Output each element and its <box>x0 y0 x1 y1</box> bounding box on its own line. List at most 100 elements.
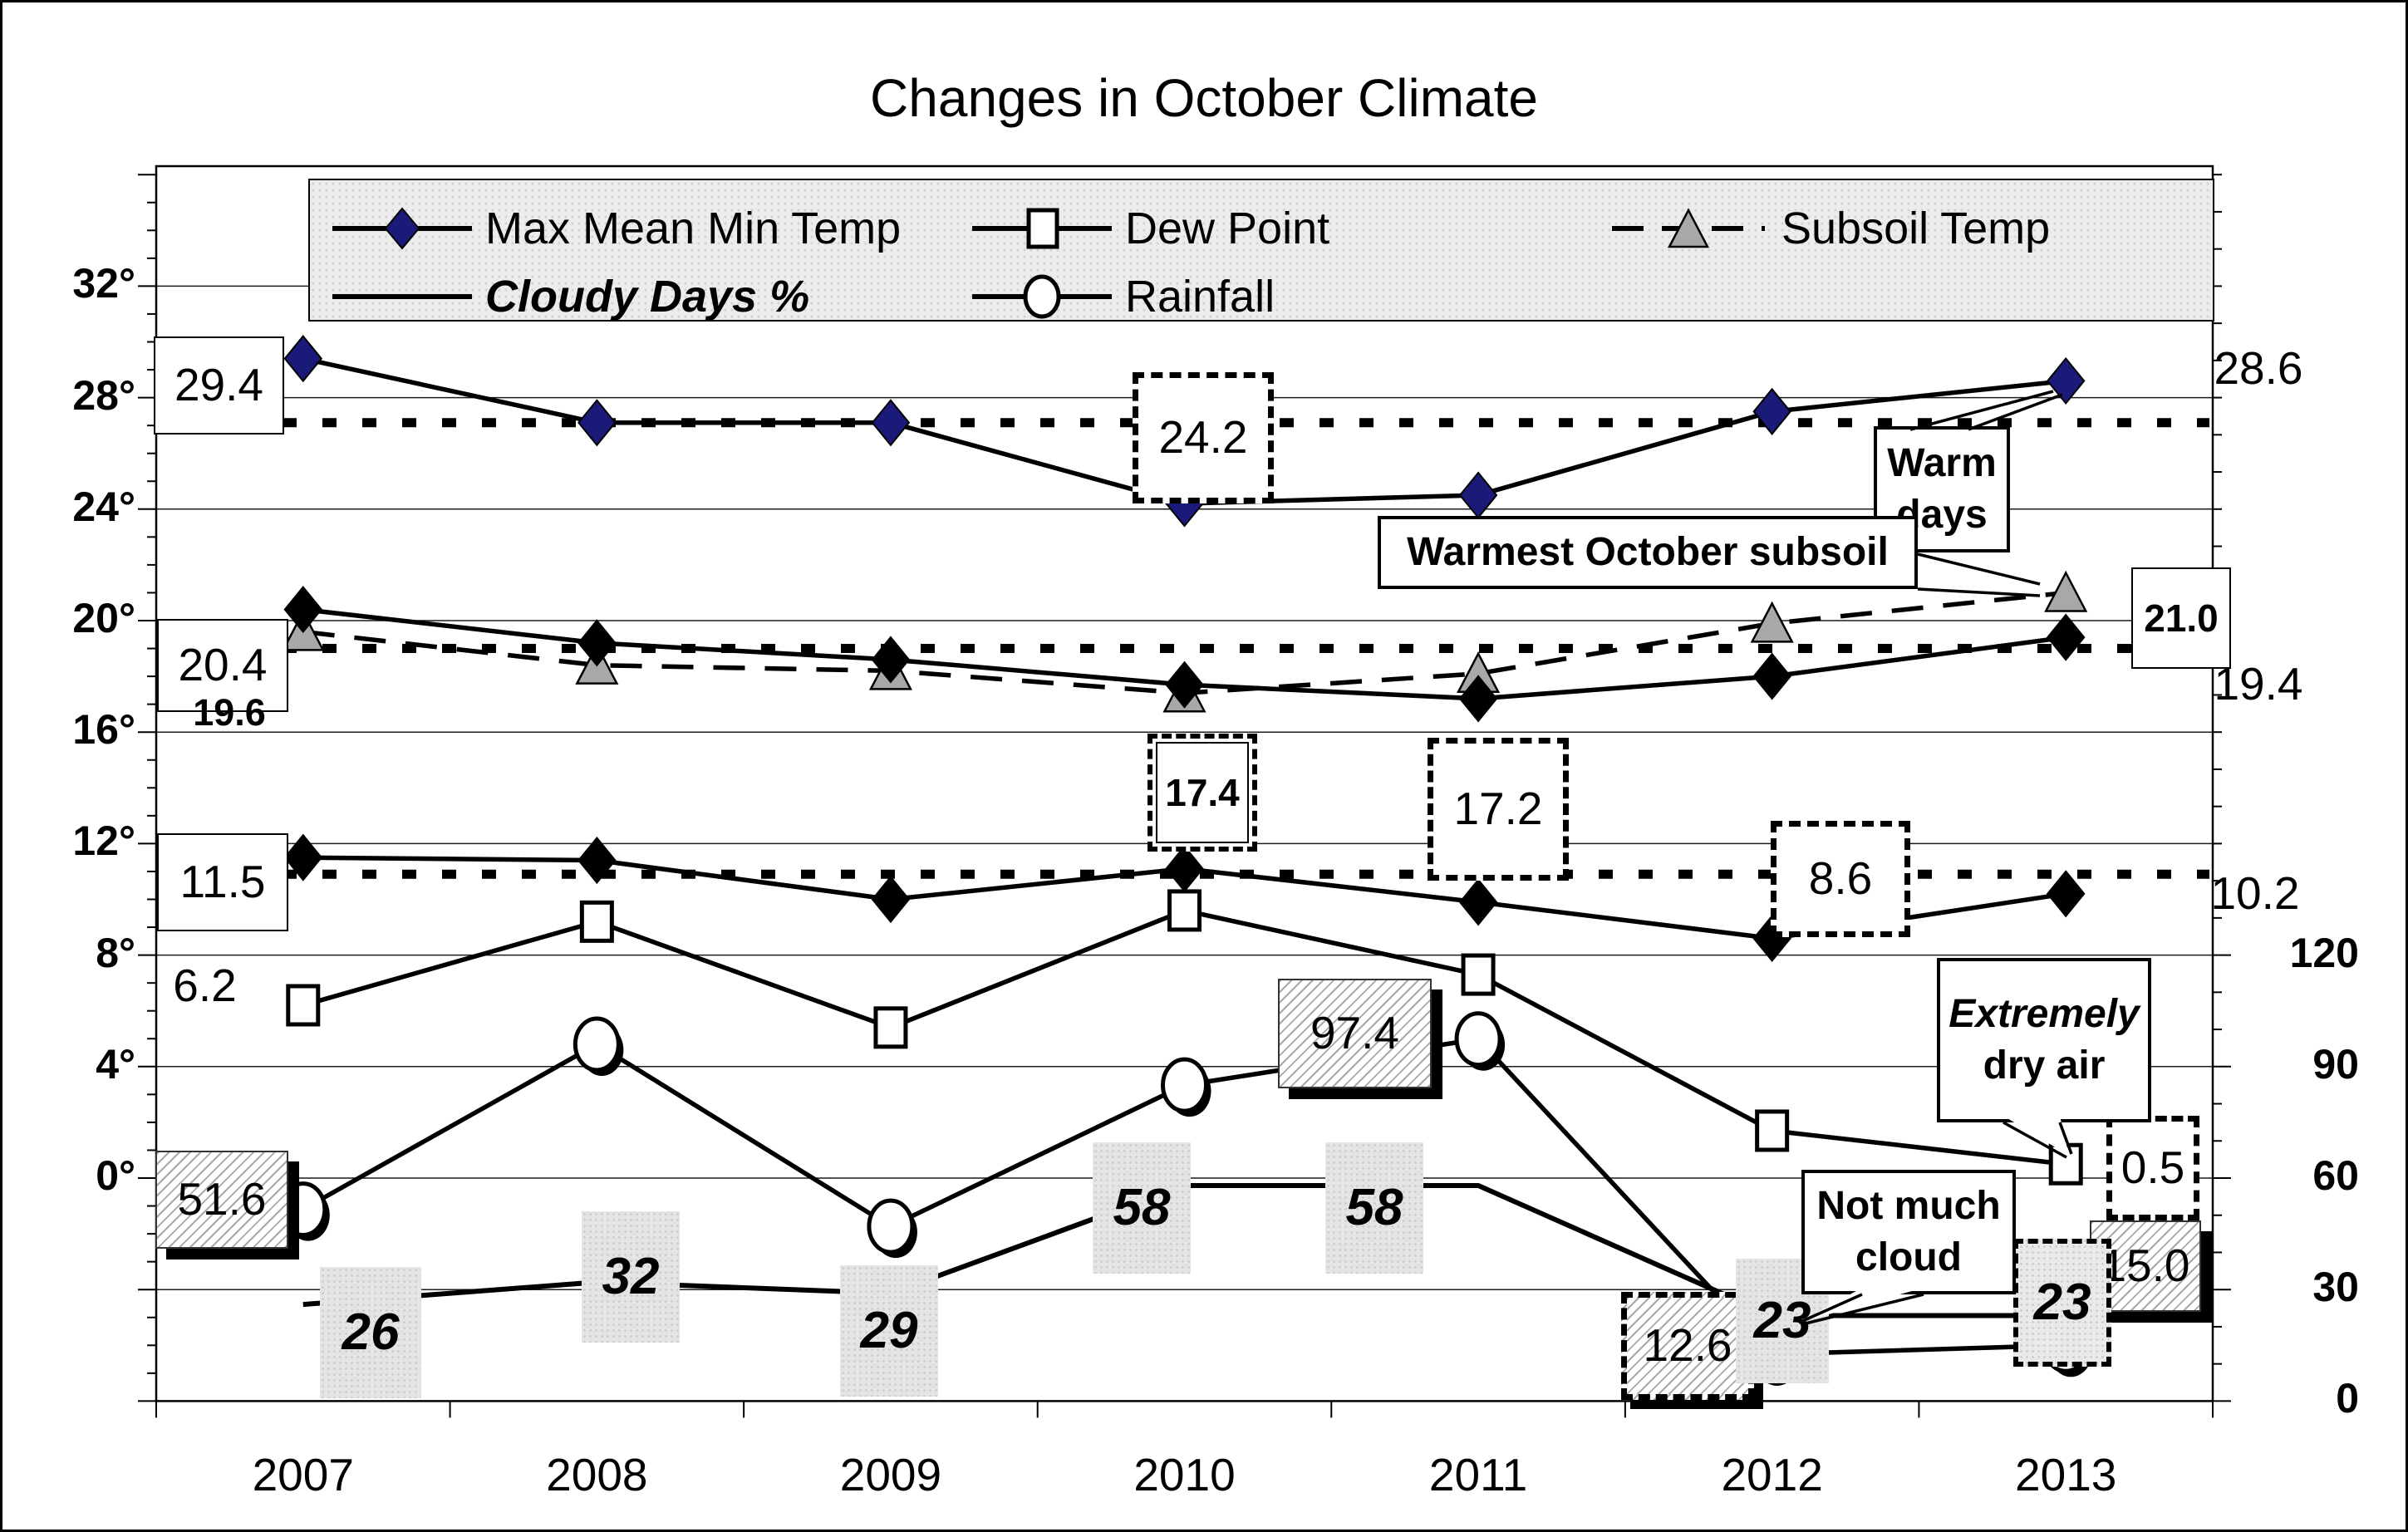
data-label-17.4: 17.4 <box>1147 734 1257 852</box>
y-axis-label: 28° <box>72 371 135 419</box>
y-axis-label: 32° <box>72 260 135 307</box>
callout-warm-days: Warm days <box>1874 426 2010 552</box>
callout-not-much-cloud: Not much cloud <box>1801 1170 2016 1294</box>
legend-label: Max Mean Min Temp <box>485 204 902 253</box>
data-label-97.4: 97.4 <box>1278 979 1432 1088</box>
dew-point-square-marker <box>286 984 321 1027</box>
x-axis-label: 2013 <box>2015 1449 2117 1500</box>
max-temp-diamond-marker <box>1752 387 1791 435</box>
min-temp-diamond-marker <box>1458 878 1498 926</box>
max-temp-diamond-marker <box>577 399 617 447</box>
y-axis-label: 20° <box>72 595 135 641</box>
diamond-marker-icon <box>332 207 472 250</box>
min-temp-diamond-marker <box>577 836 617 885</box>
x-axis-label: 2010 <box>1133 1449 1236 1500</box>
subsoil-triangle-marker <box>2044 570 2088 612</box>
mean-temp-diamond-marker <box>283 585 323 634</box>
dew-point-square-marker <box>1461 953 1496 996</box>
legend-item-dew-point: Dew Point <box>971 204 1329 253</box>
data-label-29.4: 29.4 <box>154 336 284 435</box>
max-temp-diamond-marker <box>871 399 911 447</box>
data-label-19.6: 19.6 <box>193 691 266 734</box>
callout-extremely-dry-air: Extremely dry air <box>1937 958 2151 1122</box>
secondary-y-axis-label: 120 <box>2289 929 2359 976</box>
legend-label: Subsoil Temp <box>1781 204 2051 253</box>
secondary-y-axis-label: 30 <box>2312 1264 2359 1311</box>
plot-border <box>155 164 2214 1402</box>
data-label-28.6: 28.6 <box>2214 341 2303 394</box>
secondary-y-axis-label: 90 <box>2312 1040 2359 1088</box>
dew-point-square-marker <box>1755 1109 1790 1152</box>
legend-label: Rainfall <box>1125 272 1275 322</box>
secondary-y-axis-label: 60 <box>2312 1152 2359 1199</box>
min-temp-diamond-marker <box>2046 870 2086 918</box>
data-label-58: 58 <box>1325 1142 1423 1274</box>
line-marker-icon <box>332 294 472 299</box>
secondary-y-axis-label: 0 <box>2336 1375 2359 1422</box>
subsoil-triangle-marker <box>1750 601 1794 643</box>
mean-temp-diamond-marker <box>871 636 911 684</box>
dew-point-square-marker <box>579 900 614 943</box>
data-label-23: 23 <box>2013 1239 2111 1367</box>
min-temp-diamond-marker <box>283 833 323 881</box>
y-axis-label: 0° <box>96 1152 135 1199</box>
callout-text: Not much <box>1816 1183 2001 1228</box>
y-axis-label: 16° <box>72 706 135 754</box>
data-label-10.2: 10.2 <box>2210 867 2300 919</box>
data-label-8.6: 8.6 <box>1771 821 1910 937</box>
rainfall-circle-marker <box>1161 1057 1208 1113</box>
legend-label: Cloudy Days % <box>485 272 810 322</box>
min-temp-diamond-marker <box>871 875 911 924</box>
x-axis-label: 2011 <box>1428 1449 1528 1500</box>
callout-text: Warm <box>1887 440 1997 485</box>
data-label-29: 29 <box>840 1265 938 1397</box>
x-axis-label: 2012 <box>1721 1449 1823 1500</box>
callout-text: Extremely <box>1949 991 2140 1036</box>
data-label-21.0: 21.0 <box>2131 567 2231 669</box>
dew-point-square-marker <box>873 1006 908 1049</box>
mean-temp-diamond-marker <box>1165 660 1204 709</box>
page-title: Changes in October Climate <box>870 68 1538 128</box>
circle-marker-icon <box>972 274 1112 319</box>
x-axis-label: 2009 <box>839 1449 942 1500</box>
rainfall-circle-marker <box>1454 1011 1502 1068</box>
data-label-24.2: 24.2 <box>1133 372 1274 503</box>
y-axis-label: 8° <box>96 929 135 976</box>
max-temp-diamond-marker <box>283 335 323 383</box>
triangle-marker-icon <box>1612 208 1765 248</box>
rainfall-circle-marker <box>573 1016 621 1073</box>
legend-item-cloudy-days: Cloudy Days % <box>331 272 809 322</box>
max-temp-diamond-marker <box>2046 356 2086 405</box>
mean-temp-diamond-marker <box>1458 675 1498 723</box>
data-label-58: 58 <box>1093 1142 1191 1274</box>
y-axis-label: 4° <box>96 1040 135 1088</box>
mean-temp-diamond-marker <box>577 619 617 667</box>
rainfall-circle-marker <box>867 1198 915 1255</box>
x-axis-label: 2008 <box>546 1449 648 1500</box>
square-marker-icon <box>972 208 1112 249</box>
legend-item-rainfall: Rainfall <box>971 272 1275 322</box>
data-label-32: 32 <box>582 1211 680 1343</box>
legend: Max Mean Min Temp Dew Point Subsoil Temp… <box>308 179 2214 322</box>
data-label-11.5: 11.5 <box>157 833 288 931</box>
data-label-0.5: 0.5 <box>2106 1116 2199 1220</box>
callout-text: dry air <box>1983 1043 2106 1088</box>
callout-text: cloud <box>1855 1235 1962 1279</box>
legend-item-max-mean-min-temp: Max Mean Min Temp <box>331 204 901 253</box>
mean-temp-diamond-marker <box>2046 613 2086 661</box>
data-label-12.6: 12.6 <box>1621 1292 1754 1400</box>
min-temp-diamond-marker <box>1165 845 1204 893</box>
data-label-17.2: 17.2 <box>1428 738 1569 881</box>
data-label-6.2: 6.2 <box>173 960 237 1012</box>
y-axis-label: 24° <box>72 483 135 530</box>
legend-item-subsoil-temp: Subsoil Temp <box>1610 204 2050 253</box>
callout-text: Warmest October subsoil <box>1407 529 1889 574</box>
callout-warmest-subsoil: Warmest October subsoil <box>1378 516 1918 589</box>
y-axis-label: 12° <box>72 818 135 865</box>
data-label-20.4: 20.4 <box>157 619 288 712</box>
mean-temp-diamond-marker <box>1752 652 1791 700</box>
legend-label: Dew Point <box>1125 204 1330 253</box>
x-axis-label: 2007 <box>252 1449 354 1500</box>
